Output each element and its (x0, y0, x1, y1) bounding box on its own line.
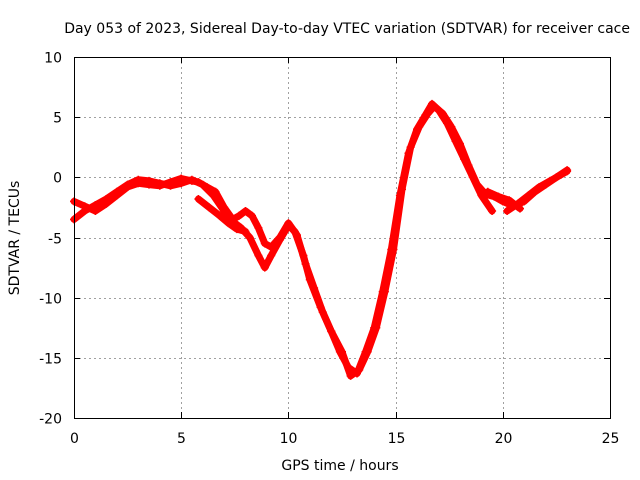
data-point (254, 223, 263, 232)
data-point (134, 179, 143, 188)
data-point (556, 170, 565, 179)
data-point (395, 191, 404, 200)
data-point (301, 260, 310, 268)
data-point (468, 173, 477, 182)
data-point (483, 187, 492, 196)
data-point (494, 192, 503, 201)
data-point (344, 363, 353, 372)
y-tick-label: -5 (48, 232, 62, 248)
data-point (413, 125, 421, 134)
data-point (123, 183, 132, 191)
data-point (387, 245, 396, 254)
y-tick-label: -15 (39, 352, 62, 368)
x-tick-label: 20 (495, 431, 513, 447)
y-tick-label: 5 (53, 111, 62, 127)
data-point (293, 231, 301, 240)
data-point (353, 369, 361, 378)
data-point (275, 233, 284, 242)
data-series (70, 99, 572, 380)
data-point (245, 233, 254, 242)
data-point (460, 155, 469, 164)
data-point (361, 347, 370, 356)
data-point (421, 110, 430, 119)
data-point (248, 211, 256, 220)
axis-ticks (74, 57, 611, 419)
data-point (232, 225, 241, 234)
data-point (260, 263, 269, 272)
data-point (254, 251, 263, 260)
data-point (524, 191, 533, 200)
data-point (535, 183, 544, 191)
data-point (215, 211, 224, 220)
chart-title: Day 053 of 2023, Sidereal Day-to-day VTE… (64, 21, 630, 37)
data-point (335, 347, 344, 356)
data-point (451, 137, 460, 146)
data-point (370, 323, 379, 332)
data-point (310, 284, 319, 292)
data-point (80, 202, 89, 211)
data-point (378, 287, 387, 296)
data-point (505, 196, 514, 205)
x-tick-label: 0 (70, 431, 79, 447)
x-axis-label: GPS time / hours (281, 458, 398, 474)
x-tick-label: 10 (280, 431, 298, 447)
data-point (155, 181, 164, 190)
data-point (187, 176, 196, 185)
data-point (318, 308, 327, 317)
data-point (194, 178, 203, 187)
grid (74, 57, 610, 418)
x-tick-label: 25 (602, 431, 620, 447)
y-tick-label: -10 (39, 292, 62, 308)
y-axis-label: SDTVAR / TECUs (7, 181, 23, 296)
data-point (177, 174, 186, 183)
tick-labels: 0 5 10 15 20 25 -20 -15 -10 -5 0 5 10 (39, 51, 619, 448)
data-point (563, 167, 572, 176)
data-point (267, 243, 276, 252)
data-point (284, 219, 293, 228)
y-tick-label: -20 (39, 412, 62, 428)
data-point (235, 211, 244, 220)
data-point (211, 187, 220, 196)
data-point (166, 178, 175, 187)
data-point (241, 227, 250, 236)
data-point (260, 239, 269, 248)
data-point (145, 180, 153, 189)
data-point (546, 176, 554, 185)
data-point (202, 183, 211, 191)
data-point (488, 207, 497, 215)
data-point (205, 203, 214, 212)
data-point (102, 199, 111, 208)
data-point (267, 251, 276, 260)
data-point (224, 219, 233, 228)
data-point (434, 105, 443, 114)
y-tick-label: 0 (53, 171, 62, 187)
series-band-track-e (484, 188, 524, 213)
data-point (327, 327, 336, 336)
data-point (428, 99, 436, 108)
x-tick-label: 5 (177, 431, 186, 447)
data-point (516, 204, 524, 213)
series-band-track-a (70, 102, 571, 380)
data-point (112, 191, 121, 200)
x-tick-label: 15 (388, 431, 406, 447)
data-point (241, 207, 250, 215)
data-point (404, 149, 413, 158)
data-point (477, 191, 486, 200)
data-point (503, 207, 512, 215)
data-point (220, 203, 229, 212)
y-tick-label: 10 (44, 51, 62, 67)
data-point (443, 119, 452, 128)
data-point (91, 207, 100, 215)
data-point (194, 195, 203, 203)
